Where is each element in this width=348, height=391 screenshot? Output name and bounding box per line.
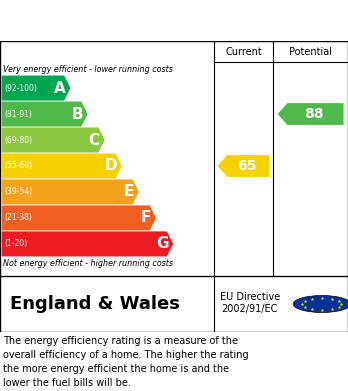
Text: Energy Efficiency Rating: Energy Efficiency Rating	[10, 11, 239, 30]
Polygon shape	[2, 75, 70, 100]
Text: England & Wales: England & Wales	[10, 295, 180, 313]
Text: 88: 88	[304, 107, 324, 121]
Text: C: C	[89, 133, 100, 147]
Polygon shape	[278, 103, 343, 125]
Text: (92-100): (92-100)	[4, 84, 37, 93]
Text: (81-91): (81-91)	[4, 109, 32, 118]
Text: Potential: Potential	[289, 47, 332, 57]
Text: Very energy efficient - lower running costs: Very energy efficient - lower running co…	[3, 65, 173, 74]
Text: The energy efficiency rating is a measure of the
overall efficiency of a home. T: The energy efficiency rating is a measur…	[3, 336, 249, 388]
Polygon shape	[2, 179, 139, 204]
Polygon shape	[2, 102, 88, 127]
Polygon shape	[2, 153, 122, 179]
Text: B: B	[71, 106, 83, 122]
Polygon shape	[218, 155, 270, 177]
Text: E: E	[123, 185, 134, 199]
Text: 65: 65	[237, 159, 257, 173]
Text: D: D	[105, 158, 118, 174]
Text: (55-68): (55-68)	[4, 161, 32, 170]
Text: Current: Current	[225, 47, 262, 57]
Text: A: A	[54, 81, 66, 95]
Text: (21-38): (21-38)	[4, 213, 32, 222]
Ellipse shape	[293, 296, 348, 312]
Text: G: G	[157, 237, 169, 251]
Text: (69-80): (69-80)	[4, 136, 32, 145]
Text: EU Directive
2002/91/EC: EU Directive 2002/91/EC	[220, 292, 280, 314]
Text: (1-20): (1-20)	[4, 239, 27, 248]
Text: (39-54): (39-54)	[4, 187, 32, 196]
Polygon shape	[2, 205, 156, 230]
Polygon shape	[2, 127, 105, 152]
Text: F: F	[141, 210, 151, 226]
Polygon shape	[2, 231, 173, 256]
Text: Not energy efficient - higher running costs: Not energy efficient - higher running co…	[3, 259, 174, 268]
